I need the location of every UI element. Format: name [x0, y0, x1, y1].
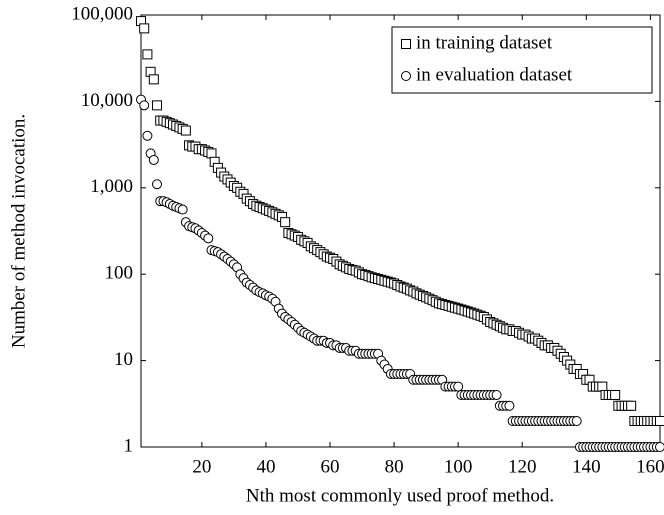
- y-tick-label: 10,000: [81, 90, 133, 111]
- y-axis-label: Number of method invocation.: [8, 114, 29, 348]
- point: [571, 415, 582, 426]
- y-tick-label: 100,000: [71, 3, 133, 24]
- point: [626, 400, 637, 411]
- x-tick-label: 80: [385, 456, 404, 477]
- x-axis-label: Nth most commonly used proof method.: [246, 485, 554, 506]
- legend-box: [391, 26, 653, 94]
- x-tick-label: 20: [192, 456, 211, 477]
- y-tick-label: 100: [105, 263, 134, 284]
- point: [610, 389, 621, 400]
- point: [491, 389, 502, 400]
- y-tick-label: 1,000: [90, 176, 133, 197]
- x-tick-label: 120: [508, 456, 537, 477]
- y-tick-label: 1: [124, 435, 134, 456]
- point: [655, 415, 664, 426]
- point: [139, 23, 150, 34]
- point: [142, 130, 153, 141]
- x-tick-label: 160: [636, 456, 664, 477]
- legend-marker: [401, 71, 411, 81]
- point: [655, 442, 664, 452]
- point: [152, 179, 163, 190]
- point: [504, 400, 515, 411]
- point: [148, 154, 159, 165]
- point: [177, 204, 188, 215]
- legend-marker: [401, 39, 411, 49]
- point: [280, 217, 291, 228]
- point: [180, 125, 191, 136]
- point: [148, 74, 159, 85]
- legend-label: in evaluation dataset: [416, 64, 573, 85]
- point: [206, 148, 217, 159]
- point: [139, 100, 150, 111]
- point: [453, 381, 464, 392]
- plot-frame: [140, 14, 661, 448]
- point: [203, 233, 214, 244]
- point: [597, 381, 608, 392]
- point: [152, 100, 163, 111]
- legend-label: in training dataset: [416, 32, 553, 53]
- x-tick-label: 60: [321, 456, 340, 477]
- x-tick-label: 100: [444, 456, 473, 477]
- x-tick-label: 40: [256, 456, 275, 477]
- x-tick-label: 140: [572, 456, 601, 477]
- point: [142, 49, 153, 60]
- y-tick-label: 10: [114, 349, 133, 370]
